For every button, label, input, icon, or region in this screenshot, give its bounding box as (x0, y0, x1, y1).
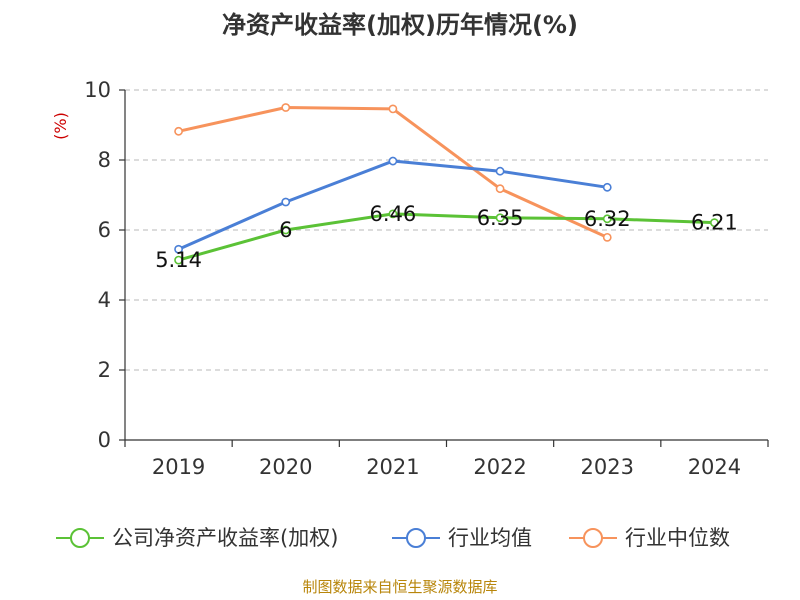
series-lines (174, 103, 719, 265)
data-point (495, 213, 505, 223)
legend-item[interactable]: 行业中位数 (569, 526, 730, 550)
y-tick-label: 2 (98, 358, 111, 382)
data-label: 6.32 (584, 207, 631, 231)
y-axis-unit-label: (%) (51, 112, 70, 140)
x-tick-label: 2023 (581, 455, 634, 479)
data-source-note: 制图数据来自恒生聚源数据库 (302, 578, 497, 596)
data-point (602, 182, 612, 192)
data-point (602, 232, 612, 242)
legend-item[interactable]: 公司净资产收益率(加权) (56, 526, 338, 550)
legend-label: 公司净资产收益率(加权) (112, 526, 338, 550)
chart-title: 净资产收益率(加权)历年情况(%) (222, 11, 578, 39)
data-labels: 5.14 6 6.46 6.35 6.32 6.21 (155, 202, 738, 272)
data-point (388, 209, 398, 219)
data-point (495, 184, 505, 194)
legend-marker (406, 528, 426, 548)
data-point (281, 225, 291, 235)
x-tick-label: 2021 (366, 455, 419, 479)
data-point (710, 218, 719, 228)
axes: 0 2 4 6 8 10 2019 2020 2021 2022 2023 2024 (84, 78, 769, 479)
y-tick-label: 0 (98, 428, 111, 452)
data-point (281, 103, 291, 112)
x-tick-label: 2024 (688, 455, 741, 479)
x-tick-label: 2019 (152, 455, 205, 479)
data-point (388, 156, 398, 166)
data-point (174, 244, 183, 254)
data-label: 6.35 (477, 206, 524, 230)
data-point (388, 104, 398, 114)
x-tick-label: 2022 (473, 455, 526, 479)
y-tick-label: 6 (98, 218, 111, 242)
legend-label: 行业均值 (448, 526, 532, 550)
y-tick-label: 4 (98, 288, 111, 312)
legend-item[interactable]: 行业均值 (392, 526, 532, 550)
legend-marker (70, 528, 90, 548)
data-point (174, 126, 183, 136)
data-point (602, 214, 612, 224)
data-label: 6.46 (370, 202, 417, 226)
data-label: 5.14 (155, 248, 202, 272)
y-tick-label: 8 (98, 148, 111, 172)
data-point (495, 166, 505, 176)
data-label: 6.21 (691, 211, 738, 235)
legend-label: 行业中位数 (625, 526, 730, 550)
data-point (174, 255, 183, 265)
data-label: 6 (279, 218, 292, 242)
series-line (177, 212, 716, 262)
gridlines (125, 89, 768, 371)
legend-marker (583, 528, 603, 548)
data-point (281, 197, 291, 207)
y-tick-label: 10 (84, 78, 111, 102)
x-tick-label: 2020 (259, 455, 312, 479)
legend: 公司净资产收益率(加权) 行业均值 行业中位数 (56, 526, 730, 550)
